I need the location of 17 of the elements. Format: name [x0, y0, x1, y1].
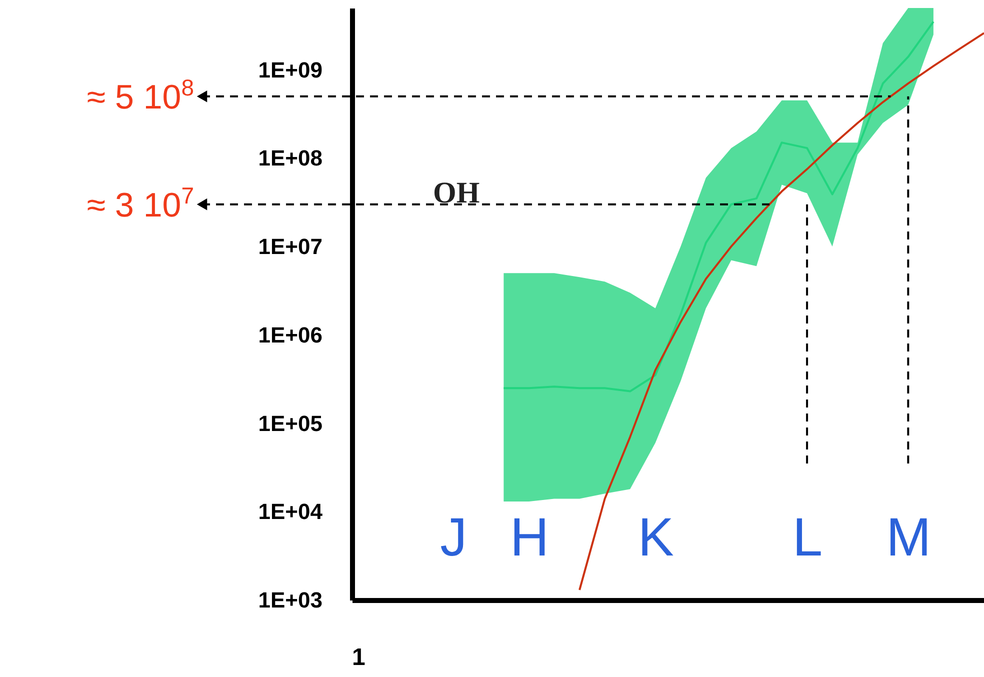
- y-tick-label: 1E+04: [258, 499, 324, 524]
- x-tick-label: H: [510, 508, 549, 568]
- x-tick-label: L: [792, 508, 823, 568]
- y-tick-label: 1E+06: [258, 322, 322, 348]
- line-series: [578, 32, 984, 591]
- x-tick-label: J: [440, 508, 468, 568]
- x-tick-label: K: [638, 508, 674, 568]
- annotation: OH: [433, 176, 480, 210]
- text: 1: [352, 644, 366, 671]
- y-tick-label: 1E+05: [258, 410, 322, 436]
- y-tick-label: 1E+08: [258, 146, 322, 171]
- ref-line-label: ≈ 3 10$^{7}$: [86, 182, 194, 224]
- y-tick-label: 1E+03: [258, 588, 322, 612]
- ref-line-label: ≈ 5 10$^{8}$: [86, 74, 194, 116]
- x-tick-label: M: [886, 508, 932, 568]
- y-tick-label: 1E+09: [258, 57, 322, 82]
- y-tick-label: 1E+07: [258, 234, 322, 260]
